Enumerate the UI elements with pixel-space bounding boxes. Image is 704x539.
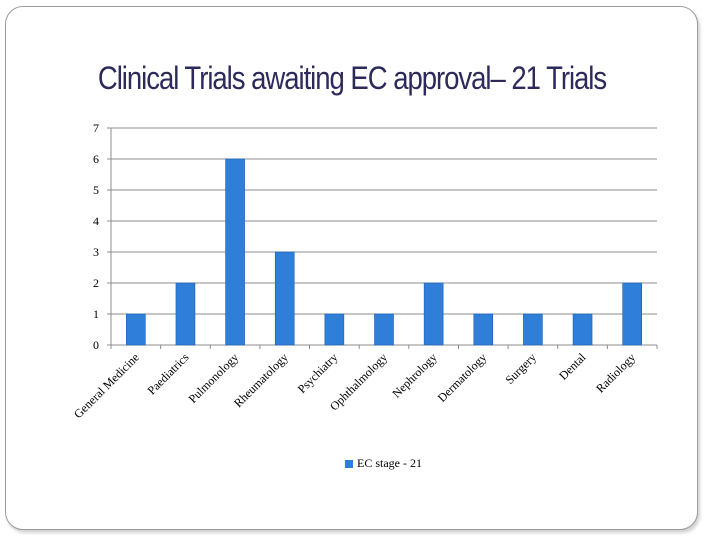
bar-dermatology bbox=[473, 313, 494, 346]
x-tick-label: Paediatrics bbox=[144, 350, 191, 397]
y-tick-label: 2 bbox=[93, 276, 99, 290]
x-tick-label: Dental bbox=[556, 350, 589, 383]
legend-swatch bbox=[345, 459, 353, 468]
slide-title: Clinical Trials awaiting EC approval– 21… bbox=[97, 60, 607, 96]
chart-legend: EC stage - 21 bbox=[345, 456, 422, 471]
x-tick-label: Radiology bbox=[593, 350, 638, 395]
bar-nephrology bbox=[423, 282, 444, 346]
bar-ophthalmology bbox=[374, 313, 394, 346]
y-tick-label: 4 bbox=[93, 214, 99, 228]
bar-psychiatry bbox=[324, 313, 345, 346]
x-tick-label: Nephrology bbox=[389, 350, 439, 400]
bar-dental bbox=[572, 313, 593, 346]
legend-label: EC stage - 21 bbox=[357, 456, 422, 470]
bar-rheumatology bbox=[274, 251, 295, 346]
slide-frame bbox=[5, 6, 698, 530]
y-tick-label: 6 bbox=[93, 152, 99, 166]
y-tick-label: 7 bbox=[93, 121, 99, 135]
bar-paediatrics bbox=[175, 282, 196, 346]
x-tick-label: Surgery bbox=[502, 350, 539, 387]
y-tick-label: 5 bbox=[93, 183, 99, 197]
bar-surgery bbox=[523, 313, 543, 346]
y-tick-label: 0 bbox=[93, 338, 99, 352]
bar-radiology bbox=[622, 282, 642, 346]
y-tick-label: 1 bbox=[93, 307, 99, 321]
x-tick-label: Dermatology bbox=[435, 350, 490, 405]
x-tick-label: Psychiatry bbox=[295, 350, 341, 396]
x-tick-label: General Medicine bbox=[71, 350, 142, 421]
bar-pulmonology bbox=[225, 158, 245, 346]
bar-general-medicine bbox=[126, 313, 146, 346]
y-tick-label: 3 bbox=[93, 245, 99, 259]
